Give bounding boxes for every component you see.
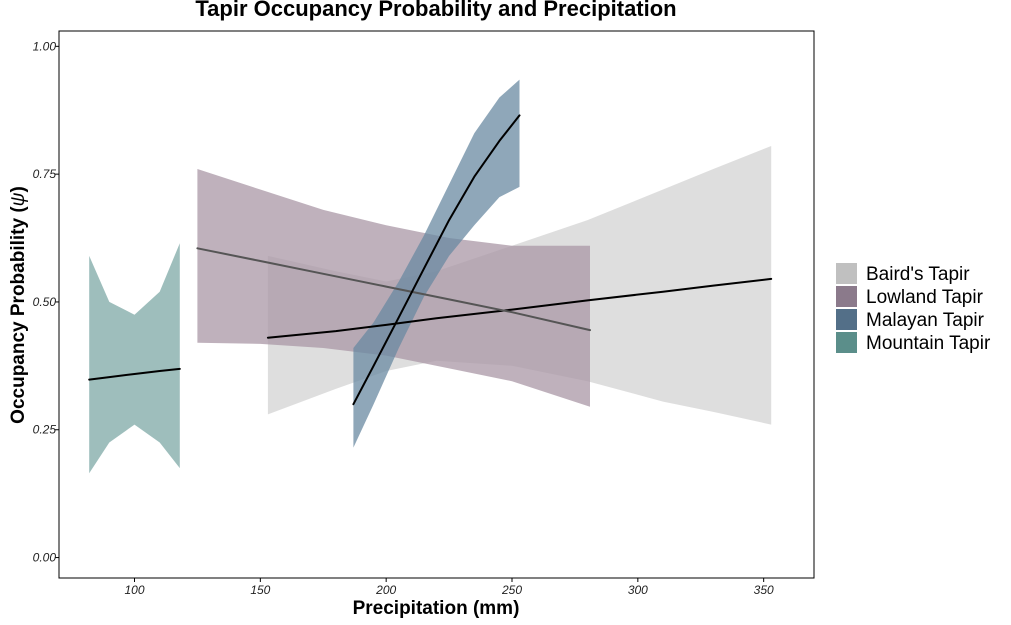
baird-s-tapir-legend-swatch [836,263,857,284]
malayan-tapir-legend-swatch [836,309,857,330]
lowland-tapir-trend-line [196,247,591,332]
trend-lines [88,114,773,406]
baird-s-tapir-trend-line [266,277,773,339]
x-tick-label: 150 [250,583,270,597]
chart-title: Tapir Occupancy Probability and Precipit… [195,0,676,21]
y-tick-label: 0.75 [33,167,57,181]
mountain-tapir-trend-line [88,367,181,381]
y-axis-label: Occupancy Probability (ψ) [8,186,29,424]
baird-s-tapir-legend-label: Baird's Tapir [866,264,970,285]
y-tick-label: 1.00 [33,39,57,53]
y-tick-label: 0.00 [33,551,57,565]
x-tick-label: 200 [375,583,396,597]
x-tick-label: 350 [754,583,774,597]
y-tick-label: 0.50 [33,295,57,309]
mountain-tapir-confidence-band [89,243,180,474]
x-axis-ticks: 100 150 200 250 300 350 [124,578,774,597]
lowland-tapir-legend-swatch [836,286,857,307]
mountain-tapir-legend-label: Mountain Tapir [866,333,991,354]
x-tick-label: 100 [124,583,144,597]
y-axis-ticks: 0.00 0.25 0.50 0.75 1.00 [33,39,59,565]
x-tick-label: 300 [628,583,648,597]
y-axis-label-close: ) [8,186,29,192]
confidence-bands [89,79,772,474]
x-axis-label: Precipitation (mm) [353,598,520,619]
malayan-tapir-legend-label: Malayan Tapir [866,310,985,331]
lowland-tapir-legend-label: Lowland Tapir [866,287,984,308]
malayan-tapir-trend-line [352,114,521,406]
y-axis-label-main: Occupancy Probability ( [8,206,29,424]
y-tick-label: 0.25 [33,423,57,437]
y-axis-label-symbol: ψ [8,192,29,206]
mountain-tapir-legend-swatch [836,332,857,353]
plot-panel-border [58,30,815,579]
x-tick-label: 250 [501,583,522,597]
